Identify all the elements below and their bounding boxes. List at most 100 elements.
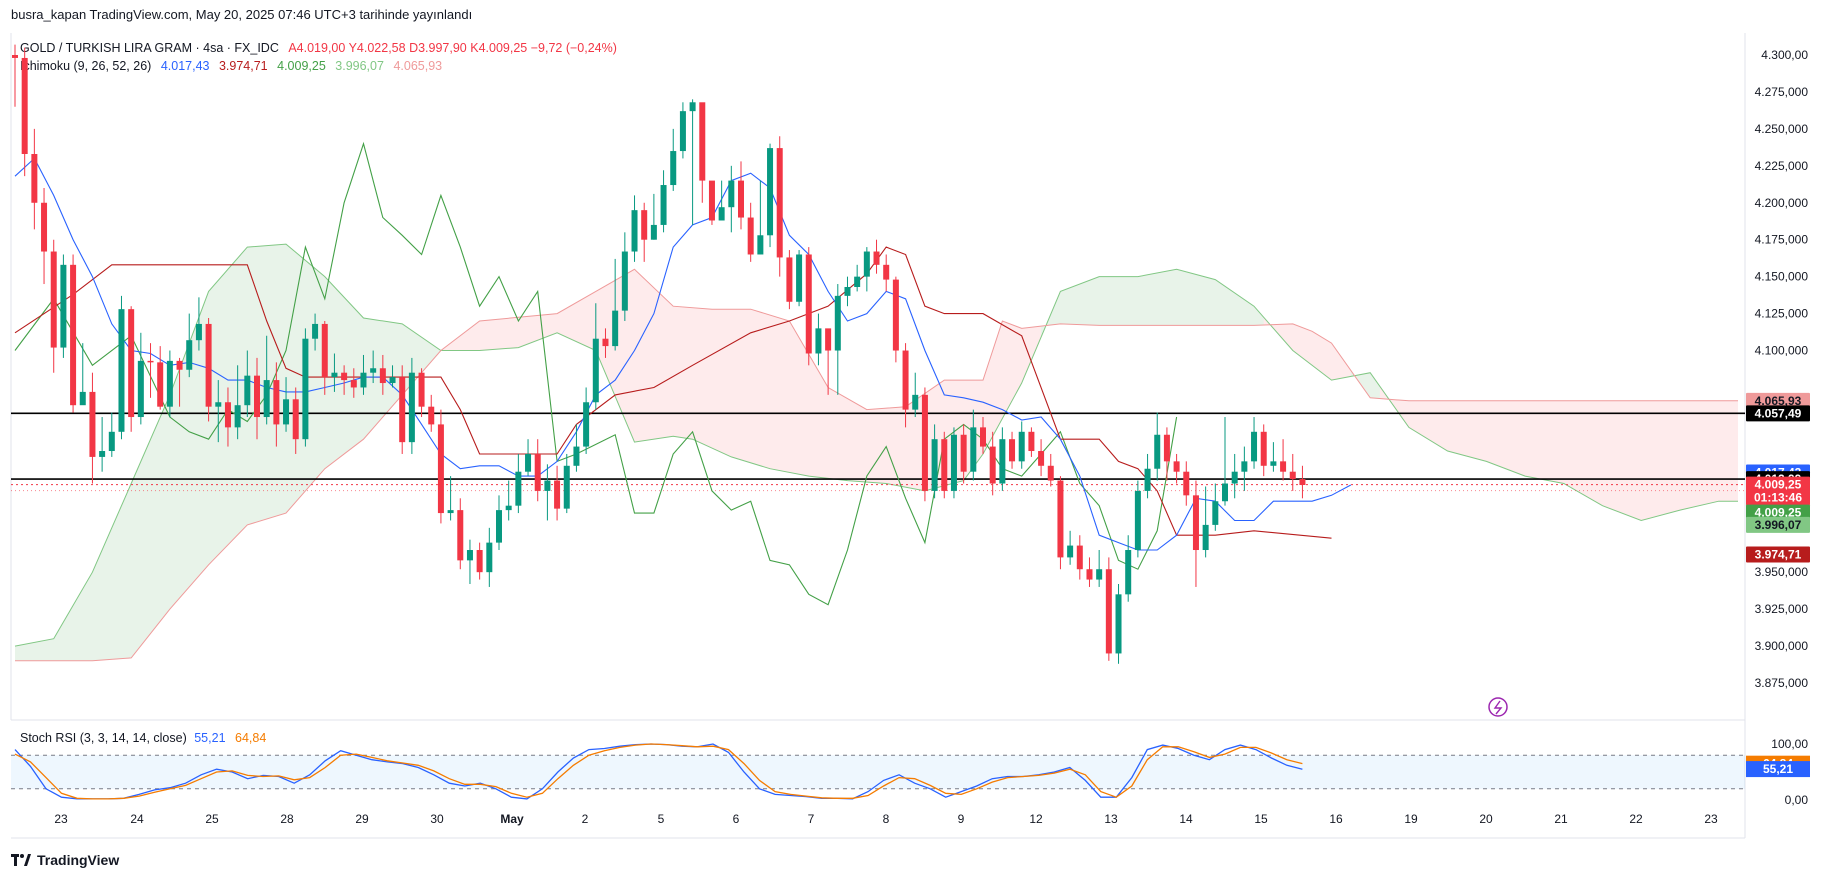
candle-body <box>941 439 948 491</box>
candle-body <box>757 235 764 255</box>
symbol-row[interactable]: GOLD / TURKISH LIRA GRAM · 4sa · FX_IDC … <box>20 39 617 57</box>
candle-body <box>476 550 483 573</box>
candle-body <box>650 224 657 240</box>
candle-body <box>834 295 841 351</box>
candle-body <box>718 207 725 221</box>
price-label-box <box>1746 392 1810 409</box>
candle-body <box>1086 569 1093 580</box>
candle-body <box>466 550 473 561</box>
candle-body <box>147 360 154 363</box>
candle-body <box>815 328 822 354</box>
candle-body <box>176 360 183 370</box>
symbol-name[interactable]: GOLD / TURKISH LIRA GRAM · 4sa · FX_IDC <box>20 41 279 55</box>
candle-body <box>1192 495 1199 551</box>
candle-body <box>1241 461 1248 472</box>
candle-body <box>350 380 357 388</box>
candle-body <box>1251 431 1258 462</box>
ichimoku-cloud-fill <box>440 269 1042 491</box>
candle-body <box>979 427 987 447</box>
ohlc-close: K4.009,25 <box>470 41 528 55</box>
candle-body <box>1289 471 1296 480</box>
stoch-series-d <box>14 743 1303 800</box>
candle-body <box>1096 569 1103 580</box>
candle-body <box>1173 461 1180 472</box>
candle-body <box>863 251 870 277</box>
candle-body <box>796 254 803 302</box>
price-tick-label: 4.275,000 <box>1755 85 1809 99</box>
candle-body <box>641 210 648 240</box>
price-tick-label: 4.225,000 <box>1755 159 1809 173</box>
price-legend: GOLD / TURKISH LIRA GRAM · 4sa · FX_IDC … <box>20 39 617 75</box>
alert-bolt-icon <box>1493 700 1503 715</box>
candle-body <box>408 372 415 443</box>
stoch-tick-label: 0,00 <box>1785 793 1809 807</box>
ichimoku-cloud-fill <box>1379 386 1738 521</box>
candle-body <box>195 323 202 341</box>
candle-body <box>1154 434 1161 469</box>
ohlc-high: Y4.022,58 <box>348 41 406 55</box>
alert-clock-icon[interactable] <box>1488 697 1508 717</box>
candle-body <box>99 451 106 457</box>
time-tick-label: 7 <box>808 812 815 826</box>
price-tick-label: 4.100,000 <box>1755 344 1809 358</box>
time-tick-label: 12 <box>1029 812 1043 826</box>
tradingview-logo[interactable]: TradingView <box>11 852 119 868</box>
time-tick-label: 23 <box>1704 812 1718 826</box>
ichimoku-row[interactable]: Ichimoku (9, 26, 52, 26) 4.017,43 3.974,… <box>20 57 617 75</box>
candle-body <box>786 257 793 302</box>
ichimoku-value-tenkan: 4.017,43 <box>160 59 210 73</box>
price-tick-label: 3.900,000 <box>1755 639 1809 653</box>
candle-body <box>157 362 164 407</box>
price-tick-label: 3.875,000 <box>1755 676 1809 690</box>
candle-body <box>805 254 812 354</box>
candle-body <box>447 510 454 514</box>
candle-body <box>389 377 396 384</box>
time-tick-label: 13 <box>1104 812 1118 826</box>
stoch-name[interactable]: Stoch RSI (3, 3, 14, 14, close) <box>20 731 187 745</box>
price-label-box <box>1746 405 1810 422</box>
candle-body <box>505 505 512 511</box>
stoch-legend[interactable]: Stoch RSI (3, 3, 14, 14, close) 55,21 64… <box>20 731 266 745</box>
price-tick-label: 4.150,000 <box>1755 270 1809 284</box>
candle-body <box>892 279 899 351</box>
time-tick-label: 23 <box>54 812 68 826</box>
candle-body <box>50 251 57 348</box>
candle-body <box>999 439 1006 484</box>
candle-body <box>1212 501 1219 525</box>
time-tick-label: 24 <box>130 812 144 826</box>
price-tick-label: 4.125,000 <box>1755 307 1809 321</box>
time-tick-label: 15 <box>1254 812 1268 826</box>
candle-body <box>244 375 251 406</box>
candle-body <box>767 148 774 236</box>
candle-body <box>457 510 464 561</box>
candle-body <box>253 375 261 418</box>
ichimoku-cloud-fill <box>1350 370 1380 399</box>
time-tick-label: 20 <box>1479 812 1493 826</box>
candle-body <box>1018 431 1025 462</box>
price-tick-label: 4.300,00 <box>1761 48 1808 62</box>
candle-body <box>699 102 706 181</box>
candle-body <box>370 368 377 373</box>
candle-body <box>1163 434 1170 462</box>
candle-body <box>854 276 861 287</box>
ichimoku-name[interactable]: Ichimoku (9, 26, 52, 26) <box>20 59 152 73</box>
time-tick-label: 9 <box>958 812 965 826</box>
candle-body <box>621 251 628 311</box>
time-tick-label: 28 <box>280 812 294 826</box>
candle-body <box>912 394 919 410</box>
candle-body <box>79 391 86 406</box>
candle-body <box>428 406 435 425</box>
candle-body <box>689 102 696 112</box>
candle-body <box>921 394 928 491</box>
ohlc-change: −9,72 (−0,24%) <box>530 41 617 55</box>
candle-body <box>554 480 561 509</box>
candle-body <box>321 323 328 378</box>
candle-body <box>873 251 880 265</box>
candle-body <box>21 57 28 155</box>
candle-body <box>1076 545 1083 570</box>
stoch-k-value: 55,21 <box>194 731 226 745</box>
time-tick-label: 5 <box>658 812 665 826</box>
candle-body <box>883 264 890 280</box>
price-label-text: 4.009,25 <box>1755 506 1802 520</box>
